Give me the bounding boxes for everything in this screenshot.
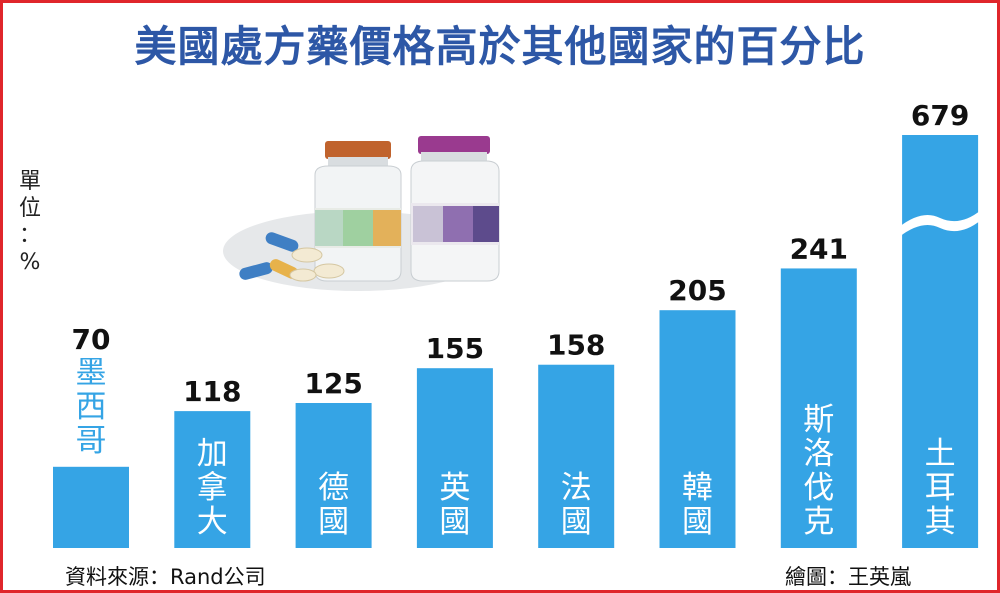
bar-2 xyxy=(295,403,372,548)
bar-5 xyxy=(659,310,736,548)
category-char: 拿 xyxy=(197,470,228,506)
bar-0 xyxy=(53,466,129,548)
source-note: 資料來源：Rand公司 xyxy=(65,565,266,589)
value-label-3: 155 xyxy=(426,332,484,365)
category-label-4: 法國 xyxy=(561,470,592,540)
category-label-0: 墨西哥 xyxy=(76,355,107,459)
category-char: 土 xyxy=(925,436,956,472)
category-char: 國 xyxy=(318,504,349,540)
value-label-4: 158 xyxy=(547,329,605,362)
category-char: 英 xyxy=(439,470,470,506)
unit-label: 單位：% xyxy=(18,169,41,275)
credit-note: 繪圖：王英嵐 xyxy=(785,565,911,589)
category-char: 國 xyxy=(439,504,470,540)
chart-title: 美國處方藥價格高於其他國家的百分比 xyxy=(134,22,866,71)
category-char: 克 xyxy=(803,504,834,540)
category-char: 西 xyxy=(76,389,107,425)
category-char: 韓 xyxy=(682,470,713,506)
category-label-7: 土耳其 xyxy=(925,436,956,540)
bar-4 xyxy=(538,364,615,548)
category-char: 大 xyxy=(197,504,228,540)
bar-7 xyxy=(902,135,979,548)
category-char: 洛 xyxy=(803,436,834,472)
category-char: 加 xyxy=(197,436,228,472)
bars-group: 70墨西哥118加拿大125德國155英國158法國205韓國241斯洛伐克67… xyxy=(53,99,982,548)
category-char: 墨 xyxy=(76,355,107,391)
bar-3 xyxy=(416,368,493,548)
category-label-1: 加拿大 xyxy=(197,436,228,540)
value-label-2: 125 xyxy=(304,367,362,400)
value-label-1: 118 xyxy=(183,375,241,408)
category-char: 哥 xyxy=(76,423,107,459)
category-label-3: 英國 xyxy=(439,470,470,540)
category-char: 國 xyxy=(561,504,592,540)
pill-bottles-illustration xyxy=(223,136,500,291)
bar-1 xyxy=(174,411,251,548)
axis-break-mark xyxy=(899,210,982,237)
bar-6 xyxy=(780,268,857,548)
category-char: 法 xyxy=(561,470,592,506)
category-label-2: 德國 xyxy=(318,470,349,540)
value-label-0: 70 xyxy=(72,323,111,356)
category-char: 德 xyxy=(318,470,349,506)
category-char: 其 xyxy=(925,504,956,540)
category-label-5: 韓國 xyxy=(682,470,713,540)
value-label-6: 241 xyxy=(790,232,848,265)
category-char: 國 xyxy=(682,504,713,540)
value-label-7: 679 xyxy=(911,99,969,132)
category-char: 伐 xyxy=(803,470,834,506)
bar-chart: 70墨西哥118加拿大125德國155英國158法國205韓國241斯洛伐克67… xyxy=(53,99,982,548)
category-char: 耳 xyxy=(925,470,956,506)
value-label-5: 205 xyxy=(668,274,726,307)
category-char: 斯 xyxy=(803,402,834,438)
